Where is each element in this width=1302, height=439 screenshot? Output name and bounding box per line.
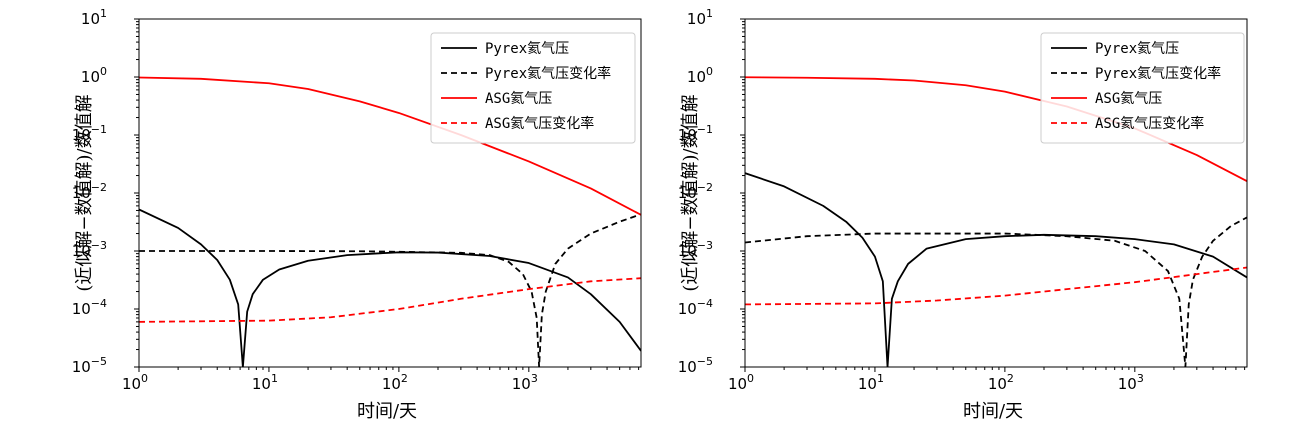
y-tick-exponent: 0 [706,65,713,78]
y-tick-exponent: 0 [100,65,107,78]
series-line-3 [139,76,641,216]
x-tick-exponent: 3 [1137,372,1144,385]
x-tick-label: 100 [728,372,754,393]
y-tick-label: 10−5 [72,355,107,376]
plot-frame [744,18,1248,368]
y-tick-label: 10−5 [678,355,713,376]
x-tick-label: 101 [252,372,278,393]
y-tick-exponent: −2 [91,181,107,194]
y-tick-exponent: −3 [697,239,713,252]
y-tick-exponent: −1 [91,123,107,136]
legend-label: ASG氦气压变化率 [1095,115,1204,132]
legend-label: ASG氦气压 [485,91,552,107]
series-line-2 [745,216,1247,367]
legend-label: Pyrex氦气压 [485,41,569,57]
series-line-4 [139,277,641,323]
y-tick-exponent: −4 [697,297,713,310]
y-tick-exponent: −3 [91,239,107,252]
plot-frame [138,18,642,368]
x-tick-label: 102 [988,372,1014,393]
x-tick-exponent: 0 [141,372,148,385]
x-tick-label: 103 [1118,372,1144,393]
series-line-4 [745,266,1247,306]
x-tick-exponent: 3 [531,372,538,385]
x-tick-label: 101 [858,372,884,393]
y-tick-exponent: −4 [91,297,107,310]
y-tick-exponent: 1 [706,7,713,20]
y-tick-exponent: −5 [697,355,713,368]
x-tick-exponent: 1 [271,372,278,385]
legend-box [430,32,636,144]
legend-label: ASG氦气压变化率 [485,115,594,132]
y-tick-exponent: −5 [91,355,107,368]
chart-panel-1: 100 101 102 10310−510−410−310−210−1100101时间… [72,7,642,422]
x-tick-label: 103 [512,372,538,393]
x-tick-label: 102 [382,372,408,393]
x-tick-label: 100 [122,372,148,393]
y-tick-exponent: −2 [697,181,713,194]
legend-label: ASG氦气压 [1095,91,1162,107]
chart-panel-2: 100 101 102 10310−510−410−310−210−1100101时间… [678,7,1248,422]
y-tick-exponent: 1 [100,7,107,20]
y-tick-label: 101 [687,7,713,28]
y-tick-exponent: −1 [697,123,713,136]
series-line-1 [745,172,1247,367]
legend-label: Pyrex氦气压变化率 [485,65,611,82]
legend: Pyrex氦气压 Pyrex氦气压变化率 ASG氦气压 ASG氦气压变化率 [1040,32,1245,144]
legend-label: Pyrex氦气压变化率 [1095,65,1221,82]
legend: Pyrex氦气压 Pyrex氦气压变化率 ASG氦气压 ASG氦气压变化率 [430,32,636,144]
y-tick-label: 100 [81,65,107,86]
series-line-2 [139,213,641,367]
y-tick-label: 100 [687,65,713,86]
x-tick-exponent: 0 [747,372,754,385]
y-tick-label: 10−4 [678,297,713,318]
x-tick-exponent: 2 [1007,372,1014,385]
x-axis-label: 时间/天 [357,401,417,422]
y-axis-label: (近似解−数值解)/数值解 [680,94,701,291]
y-tick-label: 10−4 [72,297,107,318]
x-axis-label: 时间/天 [963,401,1023,422]
legend-label: Pyrex氦气压 [1095,41,1179,57]
x-tick-exponent: 2 [401,372,408,385]
series-line-1 [139,208,641,367]
y-axis-label: (近似解−数值解)/数值解 [74,94,95,291]
legend-box [1040,32,1245,144]
y-tick-label: 101 [81,7,107,28]
x-tick-exponent: 1 [877,372,884,385]
